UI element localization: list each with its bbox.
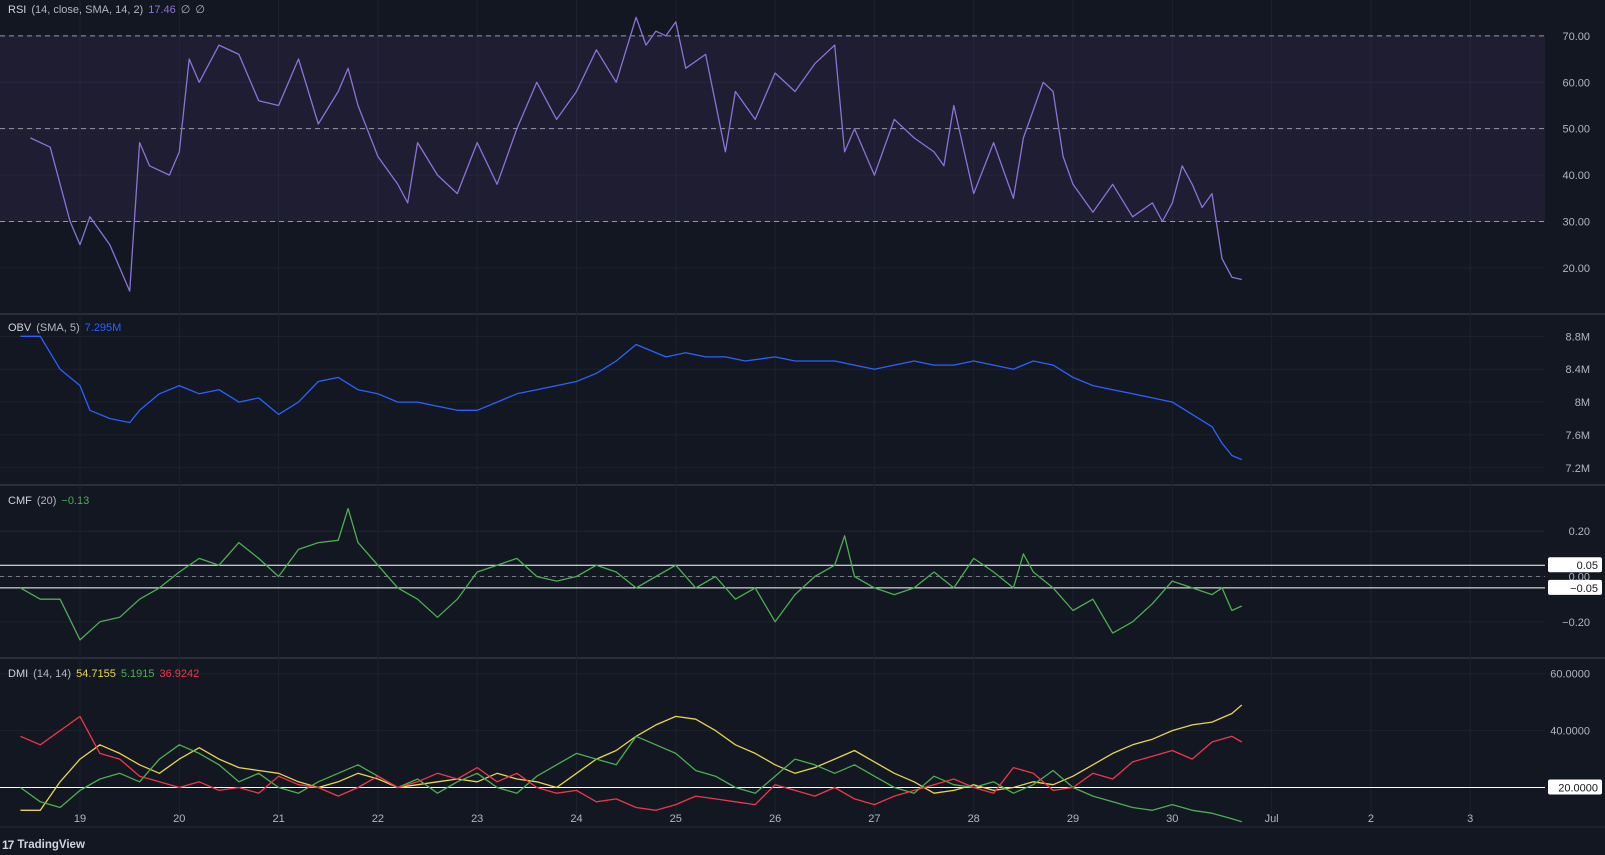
dmi-legend: DMI (14, 14) 54.7155 5.1915 36.9242	[8, 668, 204, 680]
dmi-legend-name: DMI	[8, 668, 29, 680]
y-tick-label: 60.0000	[1550, 669, 1590, 681]
y-tick-label: 50.00	[1562, 124, 1590, 136]
tradingview-logo-icon: 17	[2, 838, 14, 852]
y-tick-label: 40.0000	[1550, 726, 1590, 738]
y-tick-label: 8.4M	[1566, 364, 1590, 376]
series-line	[20, 335, 1243, 461]
rsi-band	[0, 35, 1545, 222]
cmf-legend-params: (20)	[36, 495, 57, 507]
series-line	[20, 704, 1243, 811]
level-label: 0.05	[1577, 560, 1598, 572]
level-label: 20.0000	[1558, 783, 1598, 795]
y-tick-label: 40.00	[1562, 170, 1590, 182]
dmi-legend-di-minus: 36.9242	[159, 668, 200, 680]
x-tick-label: 3	[1467, 813, 1473, 825]
y-tick-label: 20.00	[1562, 263, 1590, 275]
y-tick-label: 7.6M	[1566, 430, 1590, 442]
series-line	[20, 735, 1242, 823]
level-label-box	[1548, 579, 1602, 595]
x-tick-label: 26	[769, 813, 781, 825]
y-tick-label: 8M	[1575, 397, 1590, 409]
rsi-legend-extra-1: ∅	[180, 4, 191, 16]
y-tick-label: 0.20	[1569, 526, 1590, 538]
x-tick-label: 21	[272, 813, 284, 825]
dmi-legend-adx: 54.7155	[76, 668, 116, 680]
obv-legend: OBV (SMA, 5) 7.295M	[8, 322, 126, 334]
x-tick-label: 29	[1067, 813, 1079, 825]
level-label-box	[1548, 557, 1602, 573]
series-line	[30, 16, 1242, 292]
x-tick-label: 25	[670, 813, 682, 825]
dmi-legend-params: (14, 14)	[33, 668, 72, 680]
dmi-legend-di-plus: 5.1915	[120, 668, 155, 680]
obv-legend-value: 7.295M	[84, 322, 122, 334]
level-label-box	[1548, 779, 1602, 795]
obv-legend-params: (SMA, 5)	[36, 322, 80, 334]
y-tick-label: 30.00	[1562, 216, 1590, 228]
cmf-legend-name: CMF	[8, 495, 32, 507]
x-tick-label: 22	[372, 813, 384, 825]
series-line	[20, 715, 1243, 811]
x-tick-label: 24	[570, 813, 582, 825]
x-tick-label: 28	[968, 813, 980, 825]
y-tick-label: 7.2M	[1566, 463, 1590, 475]
rsi-legend: RSI (14, close, SMA, 14, 2) 17.46 ∅ ∅	[8, 3, 210, 16]
x-tick-label: 2	[1368, 813, 1374, 825]
series-line	[20, 507, 1243, 641]
cmf-legend: CMF (20) −0.13	[8, 495, 94, 507]
level-label: −0.05	[1570, 583, 1598, 595]
rsi-legend-value: 17.46	[148, 4, 176, 16]
y-tick-label: 60.00	[1562, 77, 1590, 89]
rsi-legend-params: (14, close, SMA, 14, 2)	[31, 4, 144, 16]
x-tick-label: 30	[1166, 813, 1178, 825]
x-tick-label: 23	[471, 813, 483, 825]
y-tick-label: −0.20	[1562, 617, 1590, 629]
x-tick-label: 27	[868, 813, 880, 825]
rsi-legend-name: RSI	[8, 4, 27, 16]
x-tick-label: 19	[74, 813, 86, 825]
tradingview-label: TradingView	[17, 839, 85, 851]
y-tick-label: 8.8M	[1566, 331, 1590, 343]
x-tick-label: Jul	[1265, 813, 1279, 825]
cmf-legend-value: −0.13	[61, 495, 90, 507]
rsi-legend-extra-2: ∅	[195, 4, 205, 16]
y-tick-label: 70.00	[1562, 31, 1590, 43]
obv-legend-name: OBV	[8, 322, 32, 334]
tradingview-brand[interactable]: 17 TradingView	[2, 838, 85, 852]
x-tick-label: 20	[173, 813, 185, 825]
